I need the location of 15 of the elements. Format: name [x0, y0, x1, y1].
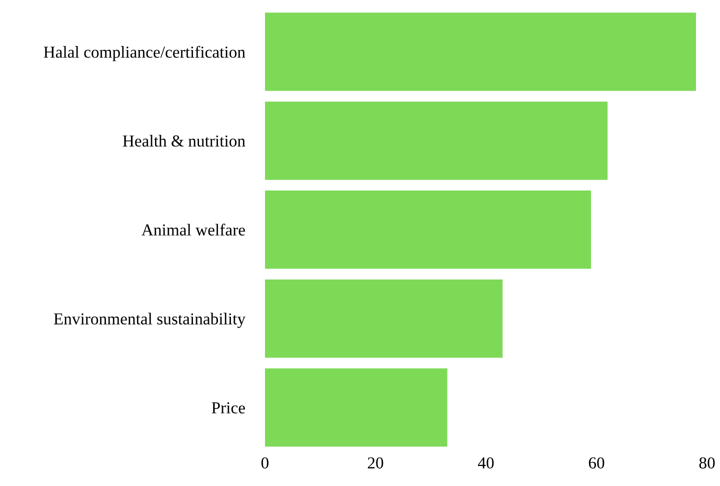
x-tick-label: 20 — [368, 457, 384, 469]
bar — [264, 102, 608, 180]
bar — [264, 368, 448, 447]
y-tick-label: Price — [212, 402, 245, 414]
y-tick-label: Environmental sustainability — [54, 312, 246, 328]
bar — [264, 12, 696, 91]
bar — [264, 190, 591, 269]
y-tick-label: Halal compliance/certification — [44, 46, 246, 62]
bar — [264, 279, 503, 358]
x-tick-label: 80 — [699, 457, 715, 469]
x-tick-label: 60 — [588, 457, 604, 469]
x-tick-label: 40 — [478, 457, 494, 469]
y-tick-label: Health & nutrition — [122, 134, 246, 147]
y-tick-label: Animal welfare — [142, 224, 245, 236]
x-tick-label: 0 — [261, 457, 268, 469]
